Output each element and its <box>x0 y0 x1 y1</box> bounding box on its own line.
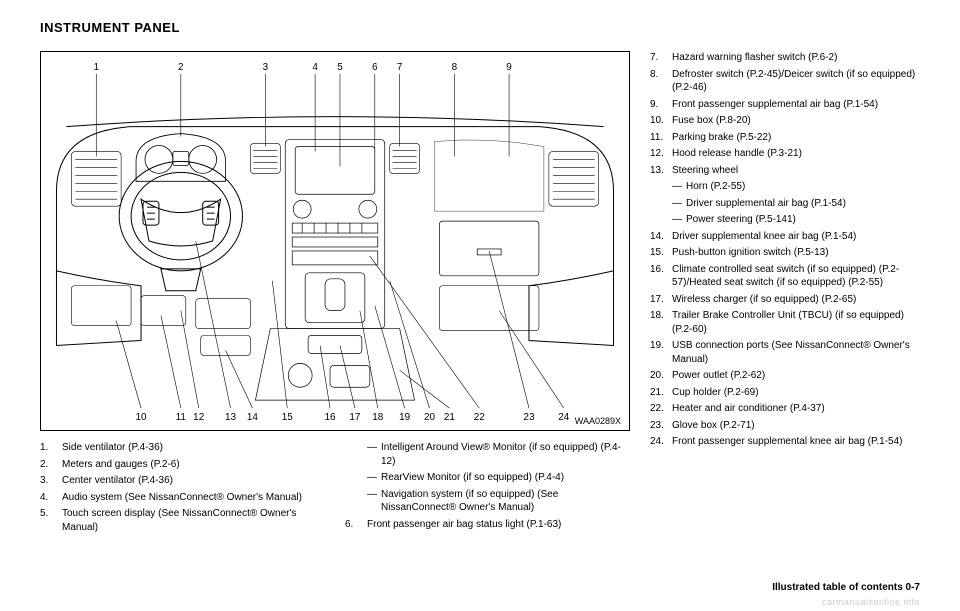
svg-text:5: 5 <box>337 62 343 73</box>
list-item: 23.Glove box (P.2-71) <box>650 419 920 433</box>
svg-text:20: 20 <box>424 412 436 423</box>
list-subitem: —Navigation system (if so equipped) (See… <box>345 488 630 515</box>
list-item: 1.Side ventilator (P.4-36) <box>40 441 325 455</box>
svg-text:14: 14 <box>247 412 259 423</box>
svg-text:4: 4 <box>312 62 318 73</box>
svg-text:13: 13 <box>225 412 237 423</box>
svg-text:18: 18 <box>372 412 384 423</box>
list-item: 17.Wireless charger (if so equipped) (P.… <box>650 293 920 307</box>
list-item: 18.Trailer Brake Controller Unit (TBCU) … <box>650 309 920 336</box>
svg-text:17: 17 <box>349 412 361 423</box>
svg-text:22: 22 <box>474 412 486 423</box>
svg-text:6: 6 <box>372 62 378 73</box>
svg-text:9: 9 <box>506 62 512 73</box>
svg-text:23: 23 <box>523 412 535 423</box>
list-item: 9.Front passenger supplemental air bag (… <box>650 98 920 112</box>
list-subitem: —Intelligent Around View® Monitor (if so… <box>345 441 630 468</box>
list-item: 20.Power outlet (P.2-62) <box>650 369 920 383</box>
page-footer: Illustrated table of contents 0-7 <box>772 582 920 593</box>
list-subitem: —Driver supplemental air bag (P.1-54) <box>650 197 920 211</box>
svg-text:8: 8 <box>452 62 458 73</box>
svg-text:1: 1 <box>93 62 99 73</box>
svg-text:19: 19 <box>399 412 411 423</box>
list-item: 3.Center ventilator (P.4-36) <box>40 474 325 488</box>
instrument-panel-diagram: 1 2 3 4 5 6 7 8 9 <box>40 51 630 431</box>
list-column-mid: —Intelligent Around View® Monitor (if so… <box>345 441 630 537</box>
diagram-code: WAA0289X <box>575 416 621 426</box>
list-item: 21.Cup holder (P.2-69) <box>650 386 920 400</box>
list-subitem: —Horn (P.2-55) <box>650 180 920 194</box>
svg-text:24: 24 <box>558 412 570 423</box>
list-subitem: —Power steering (P.5-141) <box>650 213 920 227</box>
list-item: 16.Climate controlled seat switch (if so… <box>650 263 920 290</box>
svg-text:7: 7 <box>397 62 403 73</box>
list-item: 19.USB connection ports (See NissanConne… <box>650 339 920 366</box>
page-title: INSTRUMENT PANEL <box>40 20 920 35</box>
top-callouts: 1 2 3 4 5 6 7 8 9 <box>93 62 512 73</box>
svg-text:16: 16 <box>324 412 336 423</box>
svg-text:3: 3 <box>263 62 269 73</box>
list-item: 2.Meters and gauges (P.2-6) <box>40 458 325 472</box>
list-item: 5.Touch screen display (See NissanConnec… <box>40 507 325 534</box>
list-item: 7.Hazard warning flasher switch (P.6-2) <box>650 51 920 65</box>
list-item: 12.Hood release handle (P.3-21) <box>650 147 920 161</box>
list-item: 14.Driver supplemental knee air bag (P.1… <box>650 230 920 244</box>
list-item: 10.Fuse box (P.8-20) <box>650 114 920 128</box>
list-item: 13.Steering wheel <box>650 164 920 178</box>
list-item: 11.Parking brake (P.5-22) <box>650 131 920 145</box>
watermark: carmanualsonline.info <box>822 597 920 607</box>
list-item: 22.Heater and air conditioner (P.4-37) <box>650 402 920 416</box>
svg-text:10: 10 <box>135 412 147 423</box>
list-item: 15.Push-button ignition switch (P.5-13) <box>650 246 920 260</box>
svg-text:15: 15 <box>282 412 294 423</box>
svg-text:11: 11 <box>176 412 187 423</box>
list-item: 4.Audio system (See NissanConnect® Owner… <box>40 491 325 505</box>
list-column-right: 7.Hazard warning flasher switch (P.6-2) 8… <box>650 51 920 537</box>
svg-text:21: 21 <box>444 412 456 423</box>
list-column-left: 1.Side ventilator (P.4-36) 2.Meters and g… <box>40 441 325 537</box>
list-item: 8.Defroster switch (P.2-45)/Deicer switc… <box>650 68 920 95</box>
svg-text:12: 12 <box>193 412 205 423</box>
list-subitem: —RearView Monitor (if so equipped) (P.4-… <box>345 471 630 485</box>
list-item: 24.Front passenger supplemental knee air… <box>650 435 920 449</box>
list-item: 6.Front passenger air bag status light (… <box>345 518 630 532</box>
svg-text:2: 2 <box>178 62 184 73</box>
